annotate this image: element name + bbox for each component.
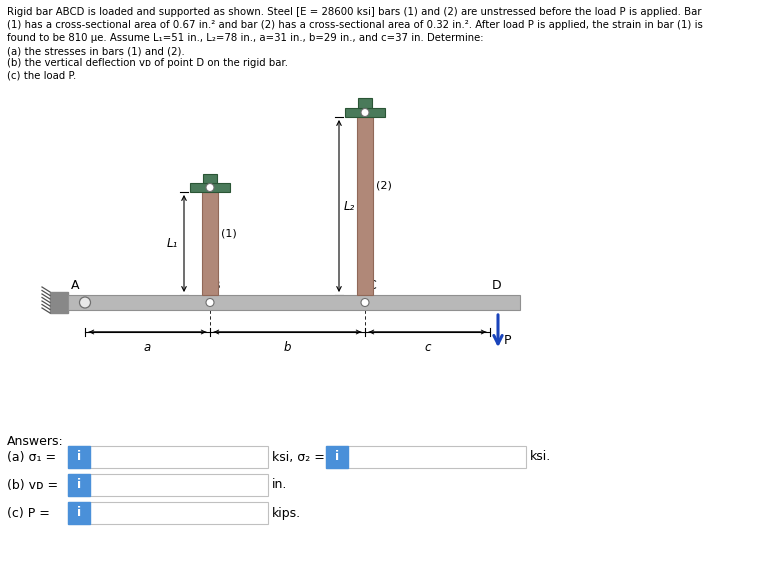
- Bar: [357, 117, 373, 295]
- Bar: [203, 174, 217, 183]
- Text: (2): (2): [376, 181, 392, 191]
- Text: ksi.: ksi.: [530, 451, 552, 464]
- Bar: [68, 446, 268, 468]
- Text: found to be 810 μe. Assume L₁=51 in., L₂=78 in., a=31 in., b=29 in., and c=37 in: found to be 810 μe. Assume L₁=51 in., L₂…: [7, 33, 483, 43]
- Text: C: C: [367, 279, 376, 292]
- Text: L₁: L₁: [167, 237, 178, 250]
- Bar: [326, 446, 348, 468]
- Bar: [68, 295, 520, 310]
- Text: (c) P =: (c) P =: [7, 506, 50, 519]
- Bar: [68, 446, 90, 468]
- Text: i: i: [77, 506, 81, 519]
- Text: (1) has a cross-sectional area of 0.67 in.² and bar (2) has a cross-sectional ar: (1) has a cross-sectional area of 0.67 i…: [7, 20, 703, 30]
- Text: (a) σ₁ =: (a) σ₁ =: [7, 451, 56, 464]
- Bar: [68, 502, 90, 524]
- Bar: [358, 98, 372, 108]
- Bar: [68, 502, 268, 524]
- Circle shape: [206, 184, 214, 192]
- Circle shape: [206, 298, 214, 306]
- Bar: [202, 192, 218, 295]
- Text: P: P: [504, 333, 512, 347]
- Text: b: b: [283, 341, 291, 354]
- Text: (1): (1): [221, 229, 237, 238]
- Text: i: i: [77, 451, 81, 464]
- Text: c: c: [424, 341, 430, 354]
- Text: A: A: [71, 279, 80, 292]
- Text: in.: in.: [272, 478, 287, 492]
- Text: (b) vᴅ =: (b) vᴅ =: [7, 478, 58, 492]
- Text: a: a: [144, 341, 151, 354]
- Text: ksi, σ₂ =: ksi, σ₂ =: [272, 451, 325, 464]
- Bar: [50, 292, 68, 313]
- Text: i: i: [77, 478, 81, 492]
- Text: (b) the vertical deflection vᴅ of point D on the rigid bar.: (b) the vertical deflection vᴅ of point …: [7, 58, 288, 68]
- Text: D: D: [492, 279, 502, 292]
- Circle shape: [80, 297, 90, 308]
- Text: (a) the stresses in bars (1) and (2).: (a) the stresses in bars (1) and (2).: [7, 46, 185, 56]
- Text: L₂: L₂: [344, 200, 355, 212]
- Circle shape: [361, 108, 369, 116]
- Text: Rigid bar ABCD is loaded and supported as shown. Steel [E = 28600 ksi] bars (1) : Rigid bar ABCD is loaded and supported a…: [7, 7, 702, 17]
- Bar: [190, 183, 230, 192]
- Bar: [326, 446, 526, 468]
- Bar: [68, 474, 268, 496]
- Circle shape: [361, 298, 369, 306]
- Text: i: i: [335, 451, 339, 464]
- Bar: [345, 108, 385, 117]
- Text: kips.: kips.: [272, 506, 301, 519]
- Bar: [68, 474, 90, 496]
- Text: (c) the load P.: (c) the load P.: [7, 70, 77, 80]
- Text: B: B: [212, 279, 221, 292]
- Text: Answers:: Answers:: [7, 435, 64, 448]
